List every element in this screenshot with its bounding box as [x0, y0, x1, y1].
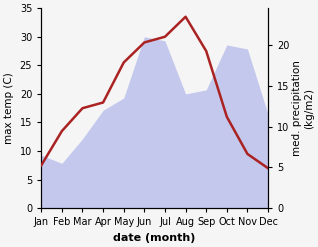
X-axis label: date (month): date (month) — [114, 233, 196, 243]
Y-axis label: max temp (C): max temp (C) — [4, 72, 14, 144]
Y-axis label: med. precipitation
(kg/m2): med. precipitation (kg/m2) — [292, 60, 314, 156]
